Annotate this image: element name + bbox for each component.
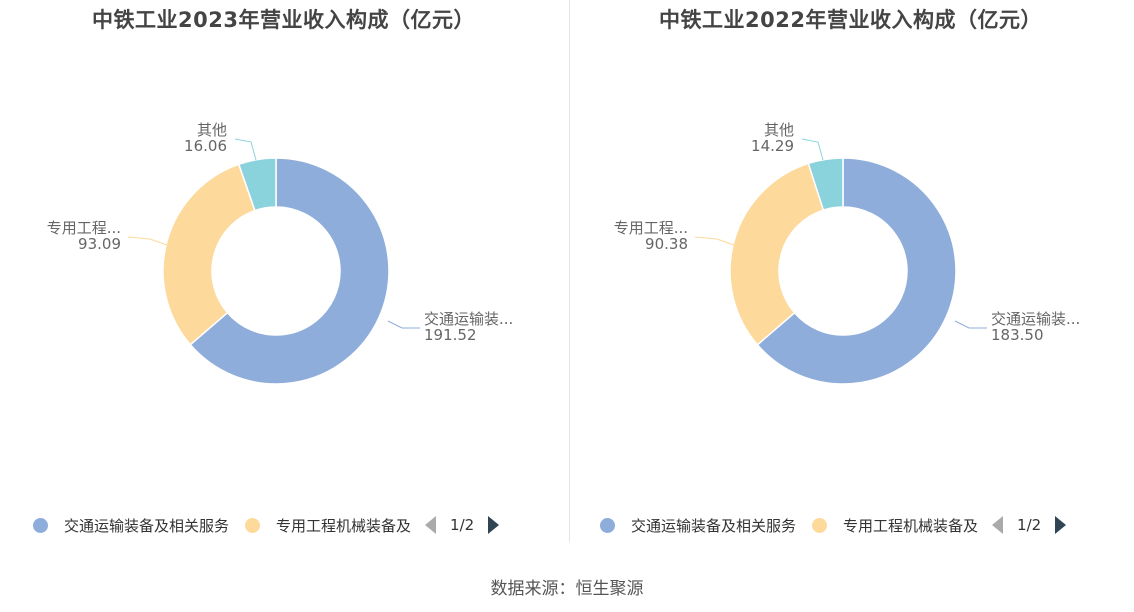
chart-title: 中铁工业2022年营业收入构成（亿元）	[659, 8, 1042, 32]
donut-slice[interactable]	[237, 157, 277, 212]
slice-name-label: 其他	[764, 121, 794, 139]
legend: 交通运输装备及相关服务 专用工程机械装备及 1/2	[600, 512, 1067, 538]
pager-next-icon[interactable]	[488, 516, 500, 534]
label-leader-line	[127, 236, 168, 246]
chart-panel-2023: 中铁工业2023年营业收入构成（亿元） 交通运输装... 191.52 专用工程..…	[0, 0, 567, 545]
slice-value-label: 93.09	[78, 235, 121, 253]
slice-value-label: 90.38	[645, 235, 688, 253]
slice-value-label: 191.52	[424, 326, 477, 344]
donut-slice[interactable]	[162, 163, 256, 346]
legend-marker	[33, 517, 48, 533]
chart-panel-2022: 中铁工业2022年营业收入构成（亿元） 交通运输装... 183.50 专用工程..…	[567, 0, 1134, 545]
slice-value-label: 183.50	[991, 326, 1044, 344]
legend-marker	[600, 517, 615, 533]
pager-next-icon[interactable]	[1055, 516, 1067, 534]
legend-item-transport[interactable]: 交通运输装备及相关服务	[33, 515, 229, 536]
pager-text: 1/2	[450, 516, 475, 534]
legend-item-machinery[interactable]: 专用工程机械装备及	[812, 515, 978, 536]
donut-slice[interactable]	[756, 157, 957, 385]
legend-label: 交通运输装备及相关服务	[64, 516, 230, 535]
legend-marker	[812, 517, 828, 533]
legend: 交通运输装备及相关服务 专用工程机械装备及 1/2	[33, 512, 500, 538]
label-leader-line	[234, 138, 257, 161]
label-leader-line	[954, 320, 987, 329]
pager-prev-icon[interactable]	[992, 516, 1004, 534]
donut-slice[interactable]	[807, 157, 844, 212]
label-leader-line	[387, 320, 420, 329]
chart-title: 中铁工业2023年营业收入构成（亿元）	[92, 8, 475, 32]
pager-prev-icon[interactable]	[425, 516, 437, 534]
slice-name-label: 专用工程...	[47, 219, 121, 237]
data-source: 数据来源：恒生聚源	[490, 579, 644, 599]
slice-name-label: 其他	[197, 121, 227, 139]
legend-label: 专用工程机械装备及	[276, 516, 412, 535]
pager-text: 1/2	[1017, 516, 1042, 534]
label-leader-line	[801, 138, 824, 161]
slice-value-label: 16.06	[184, 137, 227, 155]
legend-pager: 1/2	[425, 516, 500, 534]
legend-marker	[245, 517, 261, 533]
legend-item-machinery[interactable]: 专用工程机械装备及	[245, 515, 411, 536]
legend-label: 专用工程机械装备及	[843, 516, 979, 535]
label-leader-line	[694, 236, 735, 246]
slice-value-label: 14.29	[751, 137, 794, 155]
divider	[569, 0, 570, 542]
slice-name-label: 交通运输装...	[424, 310, 513, 328]
donut-slice[interactable]	[729, 162, 825, 346]
slice-name-label: 专用工程...	[614, 219, 688, 237]
donut-slice[interactable]	[189, 157, 390, 385]
legend-item-transport[interactable]: 交通运输装备及相关服务	[600, 515, 796, 536]
slice-name-label: 交通运输装...	[991, 310, 1080, 328]
legend-label: 交通运输装备及相关服务	[631, 516, 797, 535]
legend-pager: 1/2	[992, 516, 1067, 534]
